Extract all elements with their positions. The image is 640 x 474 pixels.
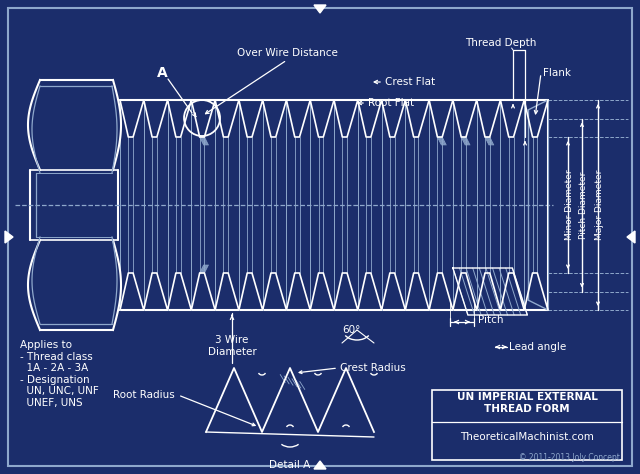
Text: TheoreticalMachinist.com: TheoreticalMachinist.com — [460, 432, 594, 442]
Text: Root Radius: Root Radius — [113, 390, 175, 400]
Text: UN IMPERIAL EXTERNAL
THREAD FORM: UN IMPERIAL EXTERNAL THREAD FORM — [456, 392, 597, 414]
Text: Minor Diameter: Minor Diameter — [566, 170, 575, 240]
Polygon shape — [5, 231, 13, 243]
Text: Applies to
- Thread class
  1A - 2A - 3A
- Designation
  UN, UNC, UNF
  UNEF, UN: Applies to - Thread class 1A - 2A - 3A -… — [20, 340, 99, 408]
Polygon shape — [627, 231, 635, 243]
Text: 3 Wire
Diameter: 3 Wire Diameter — [207, 335, 257, 356]
Text: Pitch: Pitch — [478, 315, 504, 325]
Polygon shape — [314, 5, 326, 13]
Polygon shape — [314, 461, 326, 469]
Text: Detail A: Detail A — [269, 460, 310, 470]
Text: Crest Radius: Crest Radius — [340, 363, 406, 373]
Text: Major Diameter: Major Diameter — [595, 170, 605, 240]
Text: A: A — [157, 66, 168, 80]
Text: Lead angle: Lead angle — [509, 342, 566, 352]
Text: 60°: 60° — [342, 325, 360, 335]
Text: Over Wire Distance: Over Wire Distance — [237, 48, 337, 58]
Text: Pitch Diameter: Pitch Diameter — [579, 171, 589, 239]
Text: © 2011-2013 Joly Concept: © 2011-2013 Joly Concept — [519, 453, 620, 462]
Text: Crest Flat: Crest Flat — [385, 77, 435, 87]
Text: Root Flat: Root Flat — [368, 98, 414, 108]
Text: Flank: Flank — [543, 68, 571, 78]
Text: Thread Depth: Thread Depth — [465, 38, 536, 48]
